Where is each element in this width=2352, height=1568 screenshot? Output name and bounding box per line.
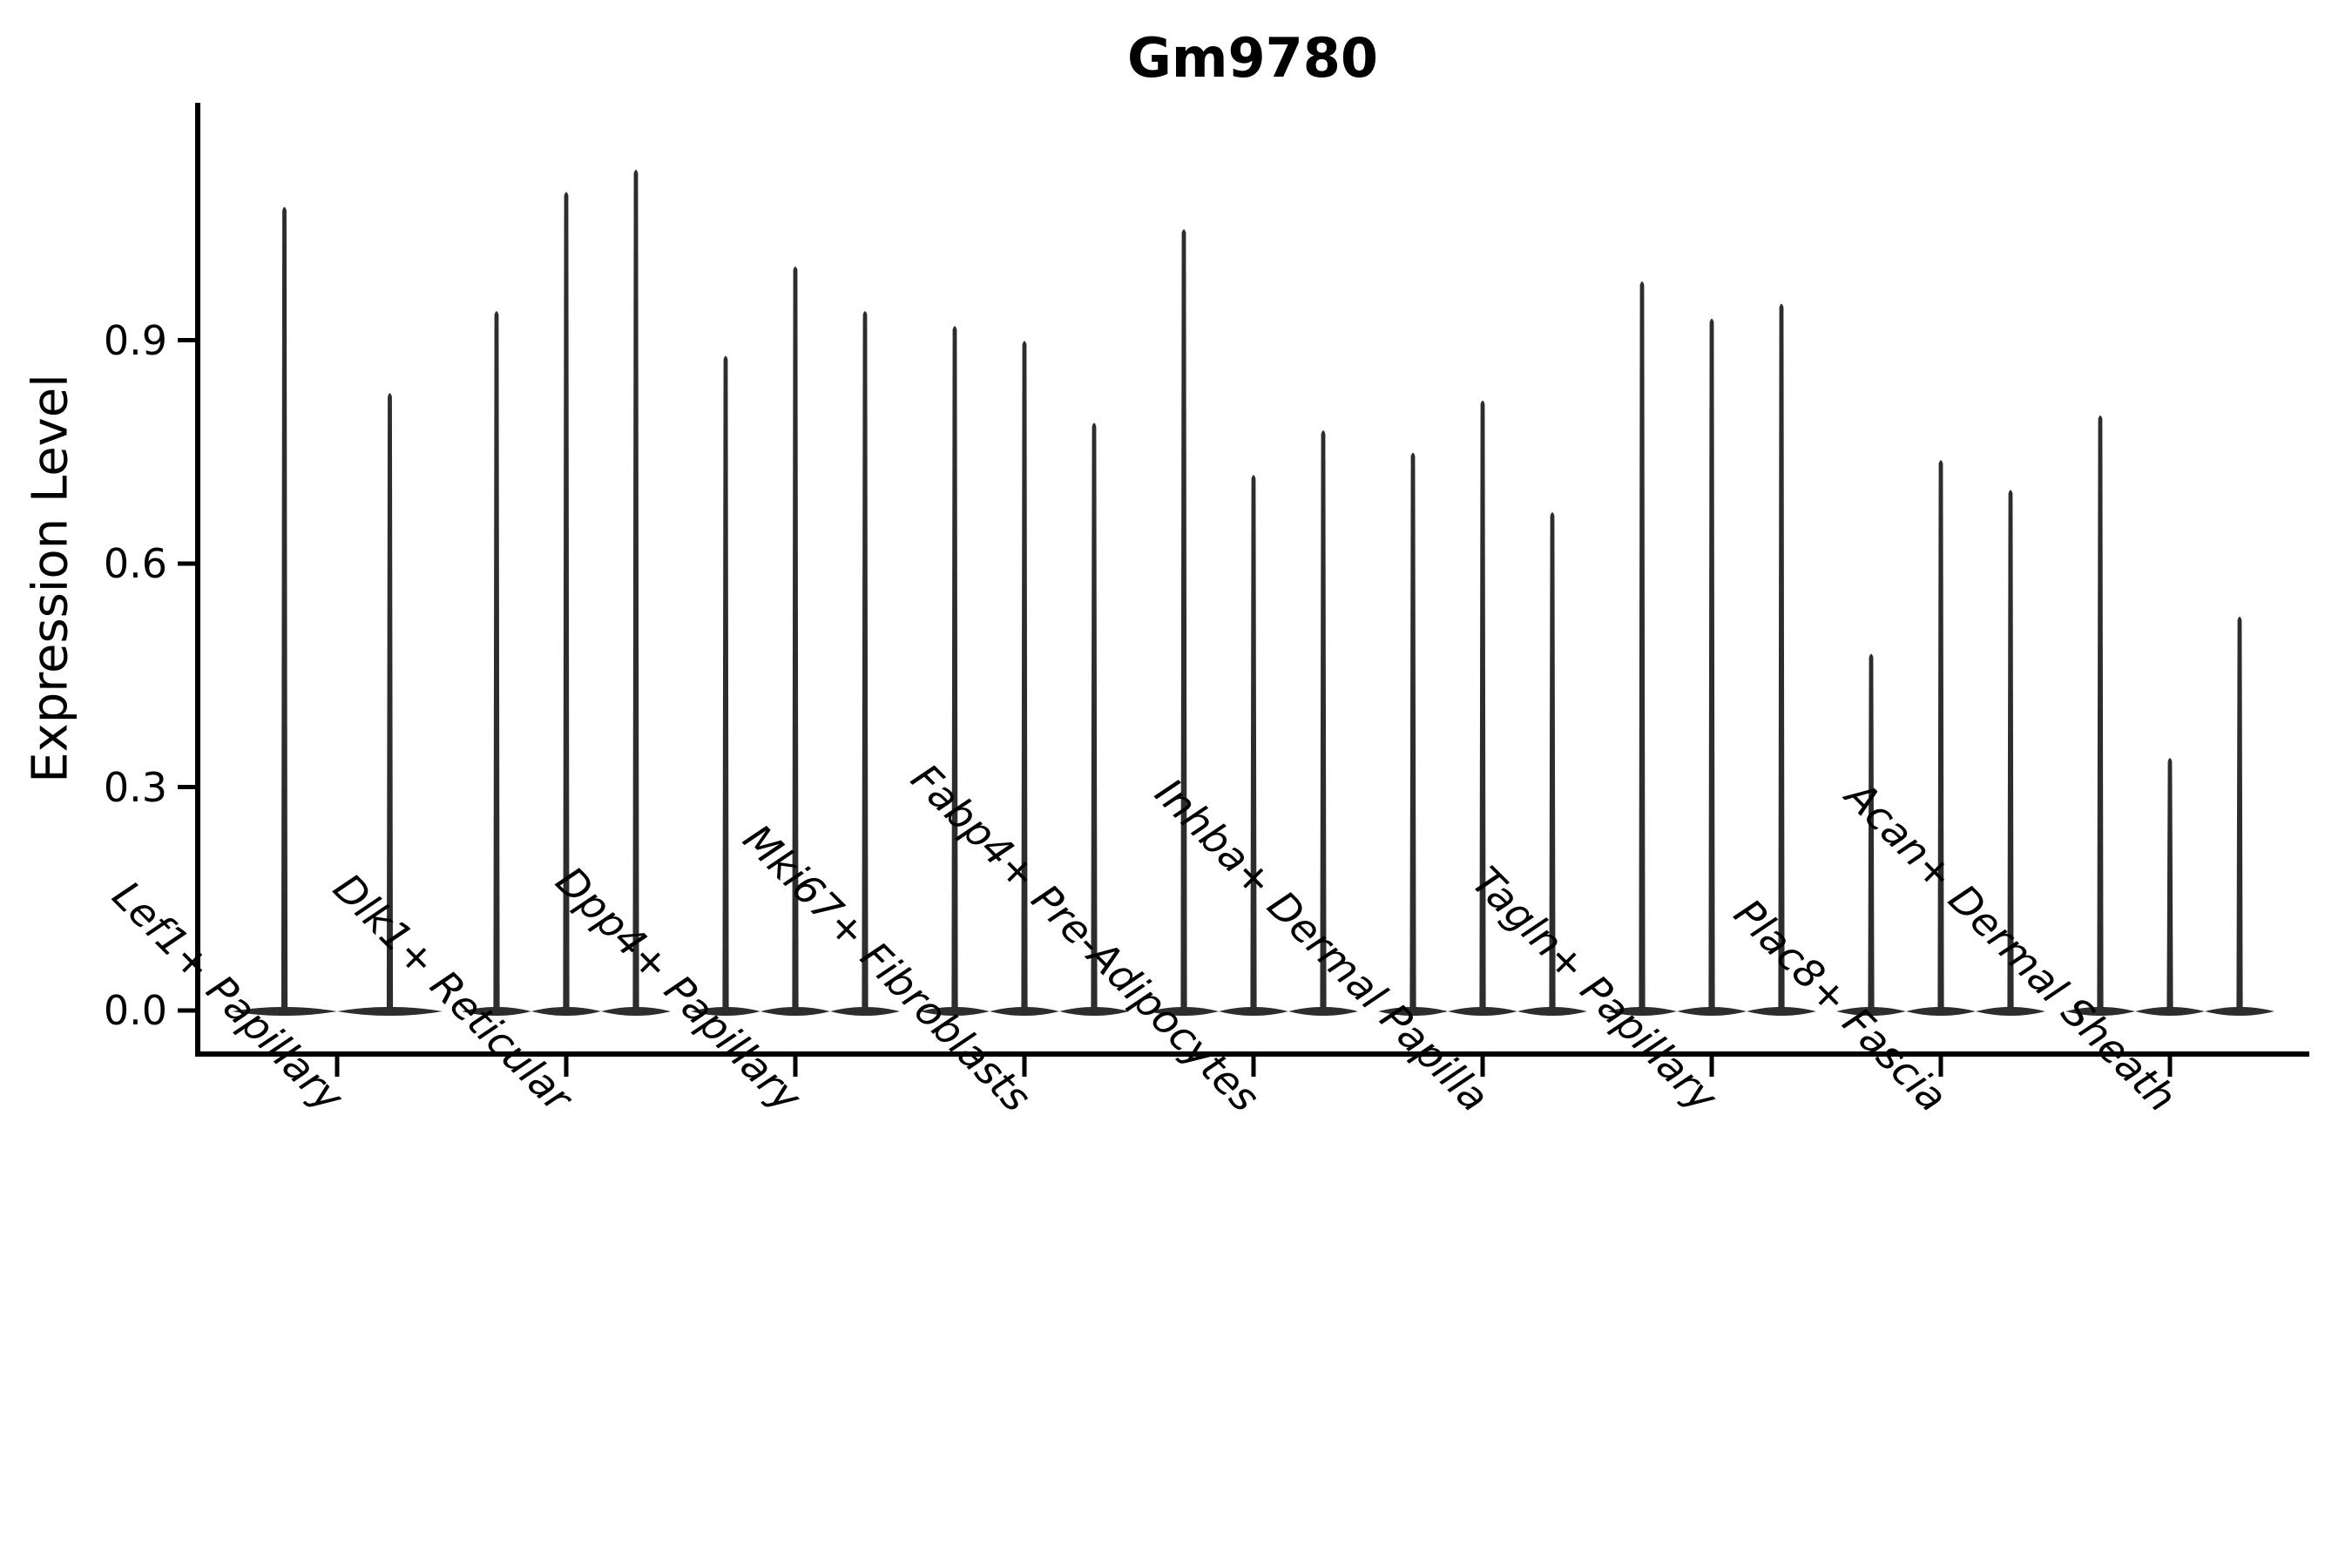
violin-spike [2097,416,2104,1011]
violin-spike [862,311,868,1011]
y-tick-label: 0.0 [103,987,167,1034]
violin-spike [386,393,394,1012]
chart-title: Gm9780 [1126,26,1379,90]
violin-spike [1937,460,1944,1011]
violin-spike [722,355,729,1012]
violin-spike [1250,475,1257,1011]
violin-spike [1409,452,1416,1011]
violin-spike [1639,281,1646,1012]
y-tick-label: 0.9 [103,316,167,364]
violin-spike [1091,422,1098,1011]
violin-spike [1479,400,1486,1011]
violin-spike [1549,512,1556,1011]
violin-spike [792,267,799,1011]
violin-spike [1868,653,1875,1011]
violin-spike [1320,430,1327,1012]
violin-spike [2007,490,2014,1011]
violin-spike [1778,303,1785,1011]
violin-spike [1708,318,1715,1012]
violin-spike [2166,758,2173,1011]
violin-spike [493,311,500,1011]
violin-spike [563,192,570,1011]
violin-spike [280,206,288,1012]
y-tick-label: 0.6 [103,540,167,587]
violin-spike [1180,229,1187,1011]
violin-spike [951,326,958,1011]
violin-spike [1021,341,1028,1011]
violin-spike [2236,616,2243,1011]
y-tick-label: 0.3 [103,763,167,811]
violin-spike [632,169,639,1012]
